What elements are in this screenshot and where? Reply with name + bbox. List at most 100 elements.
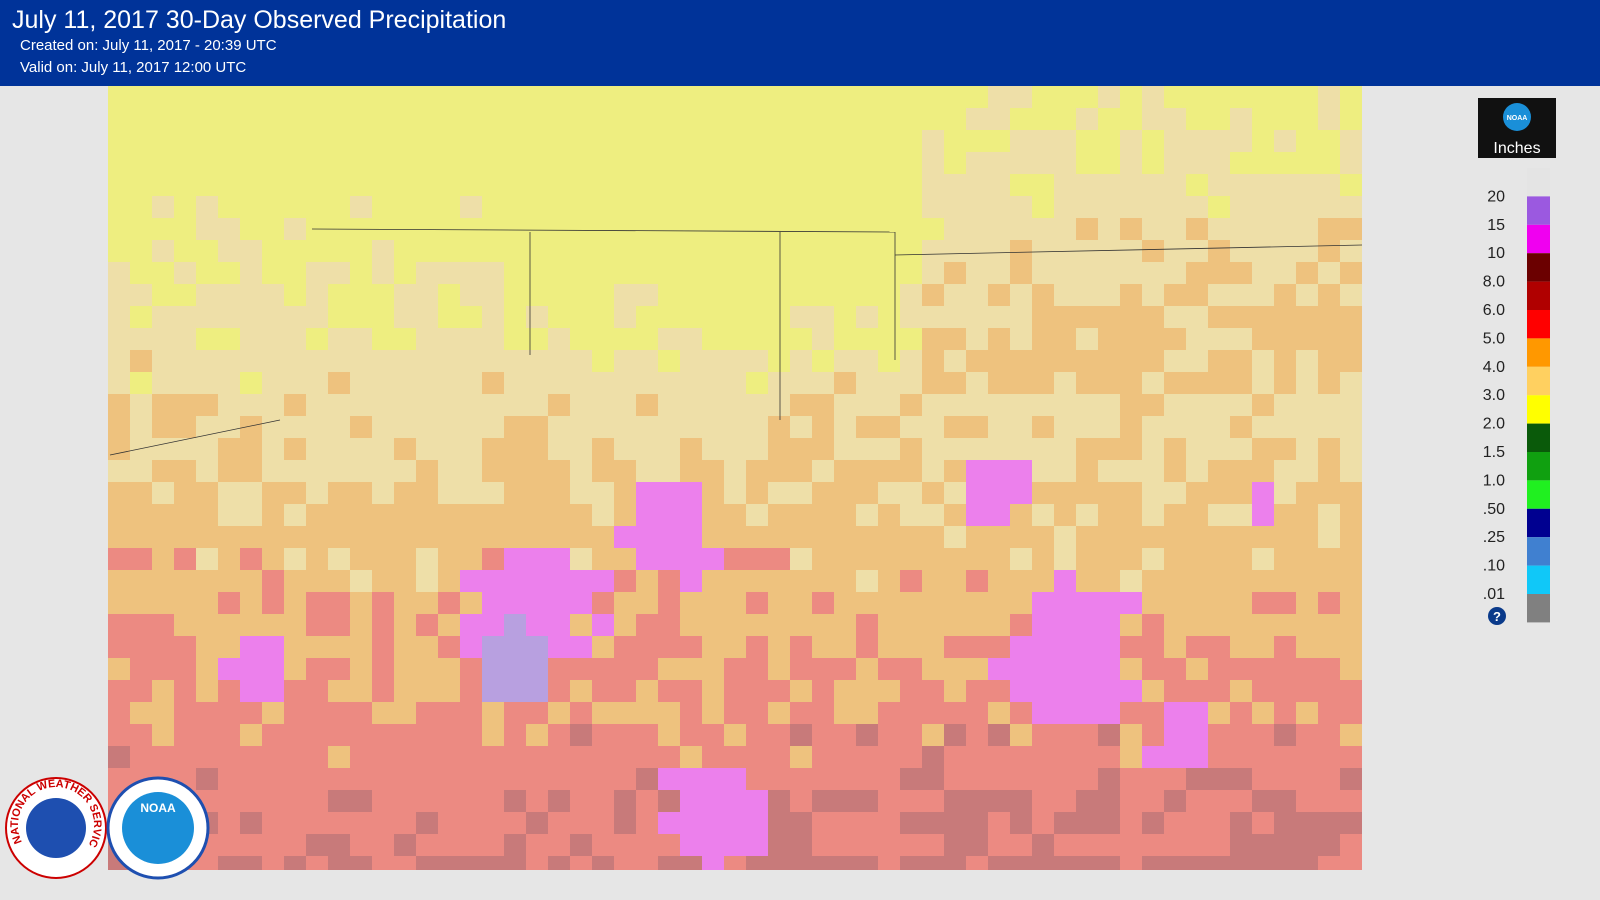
precip-cell <box>658 482 680 504</box>
precip-cell <box>900 328 922 350</box>
precip-cell <box>108 768 130 790</box>
precip-cell <box>834 614 856 636</box>
precip-cell <box>658 658 680 680</box>
precip-cell <box>790 570 812 592</box>
precip-cell <box>306 658 328 680</box>
precip-cell <box>1010 768 1032 790</box>
precip-cell <box>834 548 856 570</box>
precip-cell <box>1010 856 1032 870</box>
precip-cell <box>768 702 790 724</box>
precip-cell <box>174 482 196 504</box>
precip-cell <box>1164 86 1186 108</box>
precip-cell <box>878 438 900 460</box>
precip-cell <box>218 394 240 416</box>
precip-cell <box>262 262 284 284</box>
precip-cell <box>702 218 724 240</box>
precip-cell <box>548 218 570 240</box>
legend-swatch <box>1527 537 1550 566</box>
precip-cell <box>1032 790 1054 812</box>
precip-cell <box>944 812 966 834</box>
precip-cell <box>1186 526 1208 548</box>
precip-cell <box>504 526 526 548</box>
precip-cell <box>1252 240 1274 262</box>
precip-cell <box>262 658 284 680</box>
precip-cell <box>1142 746 1164 768</box>
precip-cell <box>966 262 988 284</box>
precip-cell <box>130 746 152 768</box>
precip-cell <box>218 174 240 196</box>
precip-cell <box>394 592 416 614</box>
precip-cell <box>548 372 570 394</box>
boundary <box>109 419 281 456</box>
precip-cell <box>1208 306 1230 328</box>
precip-cell <box>1230 570 1252 592</box>
precip-cell <box>658 416 680 438</box>
precip-cell <box>988 350 1010 372</box>
precip-cell <box>834 240 856 262</box>
precip-cell <box>504 152 526 174</box>
precip-cell <box>372 614 394 636</box>
help-text[interactable]: ? <box>1493 609 1501 624</box>
precip-cell <box>570 614 592 636</box>
precip-cell <box>130 328 152 350</box>
precip-cell <box>1054 504 1076 526</box>
precip-cell <box>306 174 328 196</box>
precip-cell <box>1164 460 1186 482</box>
precip-cell <box>988 790 1010 812</box>
precip-cell <box>416 680 438 702</box>
precip-cell <box>570 570 592 592</box>
precip-cell <box>724 680 746 702</box>
help-button[interactable] <box>1488 607 1506 625</box>
precip-cell <box>1186 152 1208 174</box>
precip-cell <box>1120 526 1142 548</box>
precip-cell <box>438 548 460 570</box>
precip-cell <box>570 328 592 350</box>
precip-cell <box>900 438 922 460</box>
precip-cell <box>548 614 570 636</box>
precip-cell <box>284 636 306 658</box>
precip-cell <box>878 856 900 870</box>
precip-cell <box>856 152 878 174</box>
precip-cell <box>1164 526 1186 548</box>
precip-cell <box>944 548 966 570</box>
precip-cell <box>988 130 1010 152</box>
precip-cell <box>350 262 372 284</box>
precip-cell <box>218 416 240 438</box>
precip-cell <box>1098 592 1120 614</box>
precip-cell <box>614 174 636 196</box>
precip-cell <box>284 812 306 834</box>
precip-cell <box>482 636 504 658</box>
precip-cell <box>702 636 724 658</box>
precip-cell <box>108 438 130 460</box>
precip-cell <box>878 262 900 284</box>
precip-cell <box>856 680 878 702</box>
precip-cell <box>1208 504 1230 526</box>
precip-cell <box>240 548 262 570</box>
precip-cell <box>1010 328 1032 350</box>
precip-cell <box>350 416 372 438</box>
precip-cell <box>790 504 812 526</box>
precip-cell <box>196 152 218 174</box>
precip-cell <box>878 86 900 108</box>
precip-cell <box>1296 658 1318 680</box>
precip-cell <box>130 482 152 504</box>
precip-cell <box>834 416 856 438</box>
noaa-logo-text: NOAA <box>140 801 176 815</box>
precip-cell <box>1208 372 1230 394</box>
precip-cell <box>790 130 812 152</box>
created: Created on: July 11, 2017 - 20:39 UTC <box>20 37 277 54</box>
precip-cell <box>306 372 328 394</box>
precip-cell <box>1098 262 1120 284</box>
precip-cell <box>218 262 240 284</box>
precip-cell <box>284 460 306 482</box>
precip-cell <box>1252 306 1274 328</box>
precip-cell <box>878 636 900 658</box>
precip-cell <box>152 438 174 460</box>
precip-cell <box>482 746 504 768</box>
precip-cell <box>702 614 724 636</box>
precip-cell <box>482 174 504 196</box>
precip-cell <box>900 284 922 306</box>
precip-cell <box>306 306 328 328</box>
precip-cell <box>174 504 196 526</box>
